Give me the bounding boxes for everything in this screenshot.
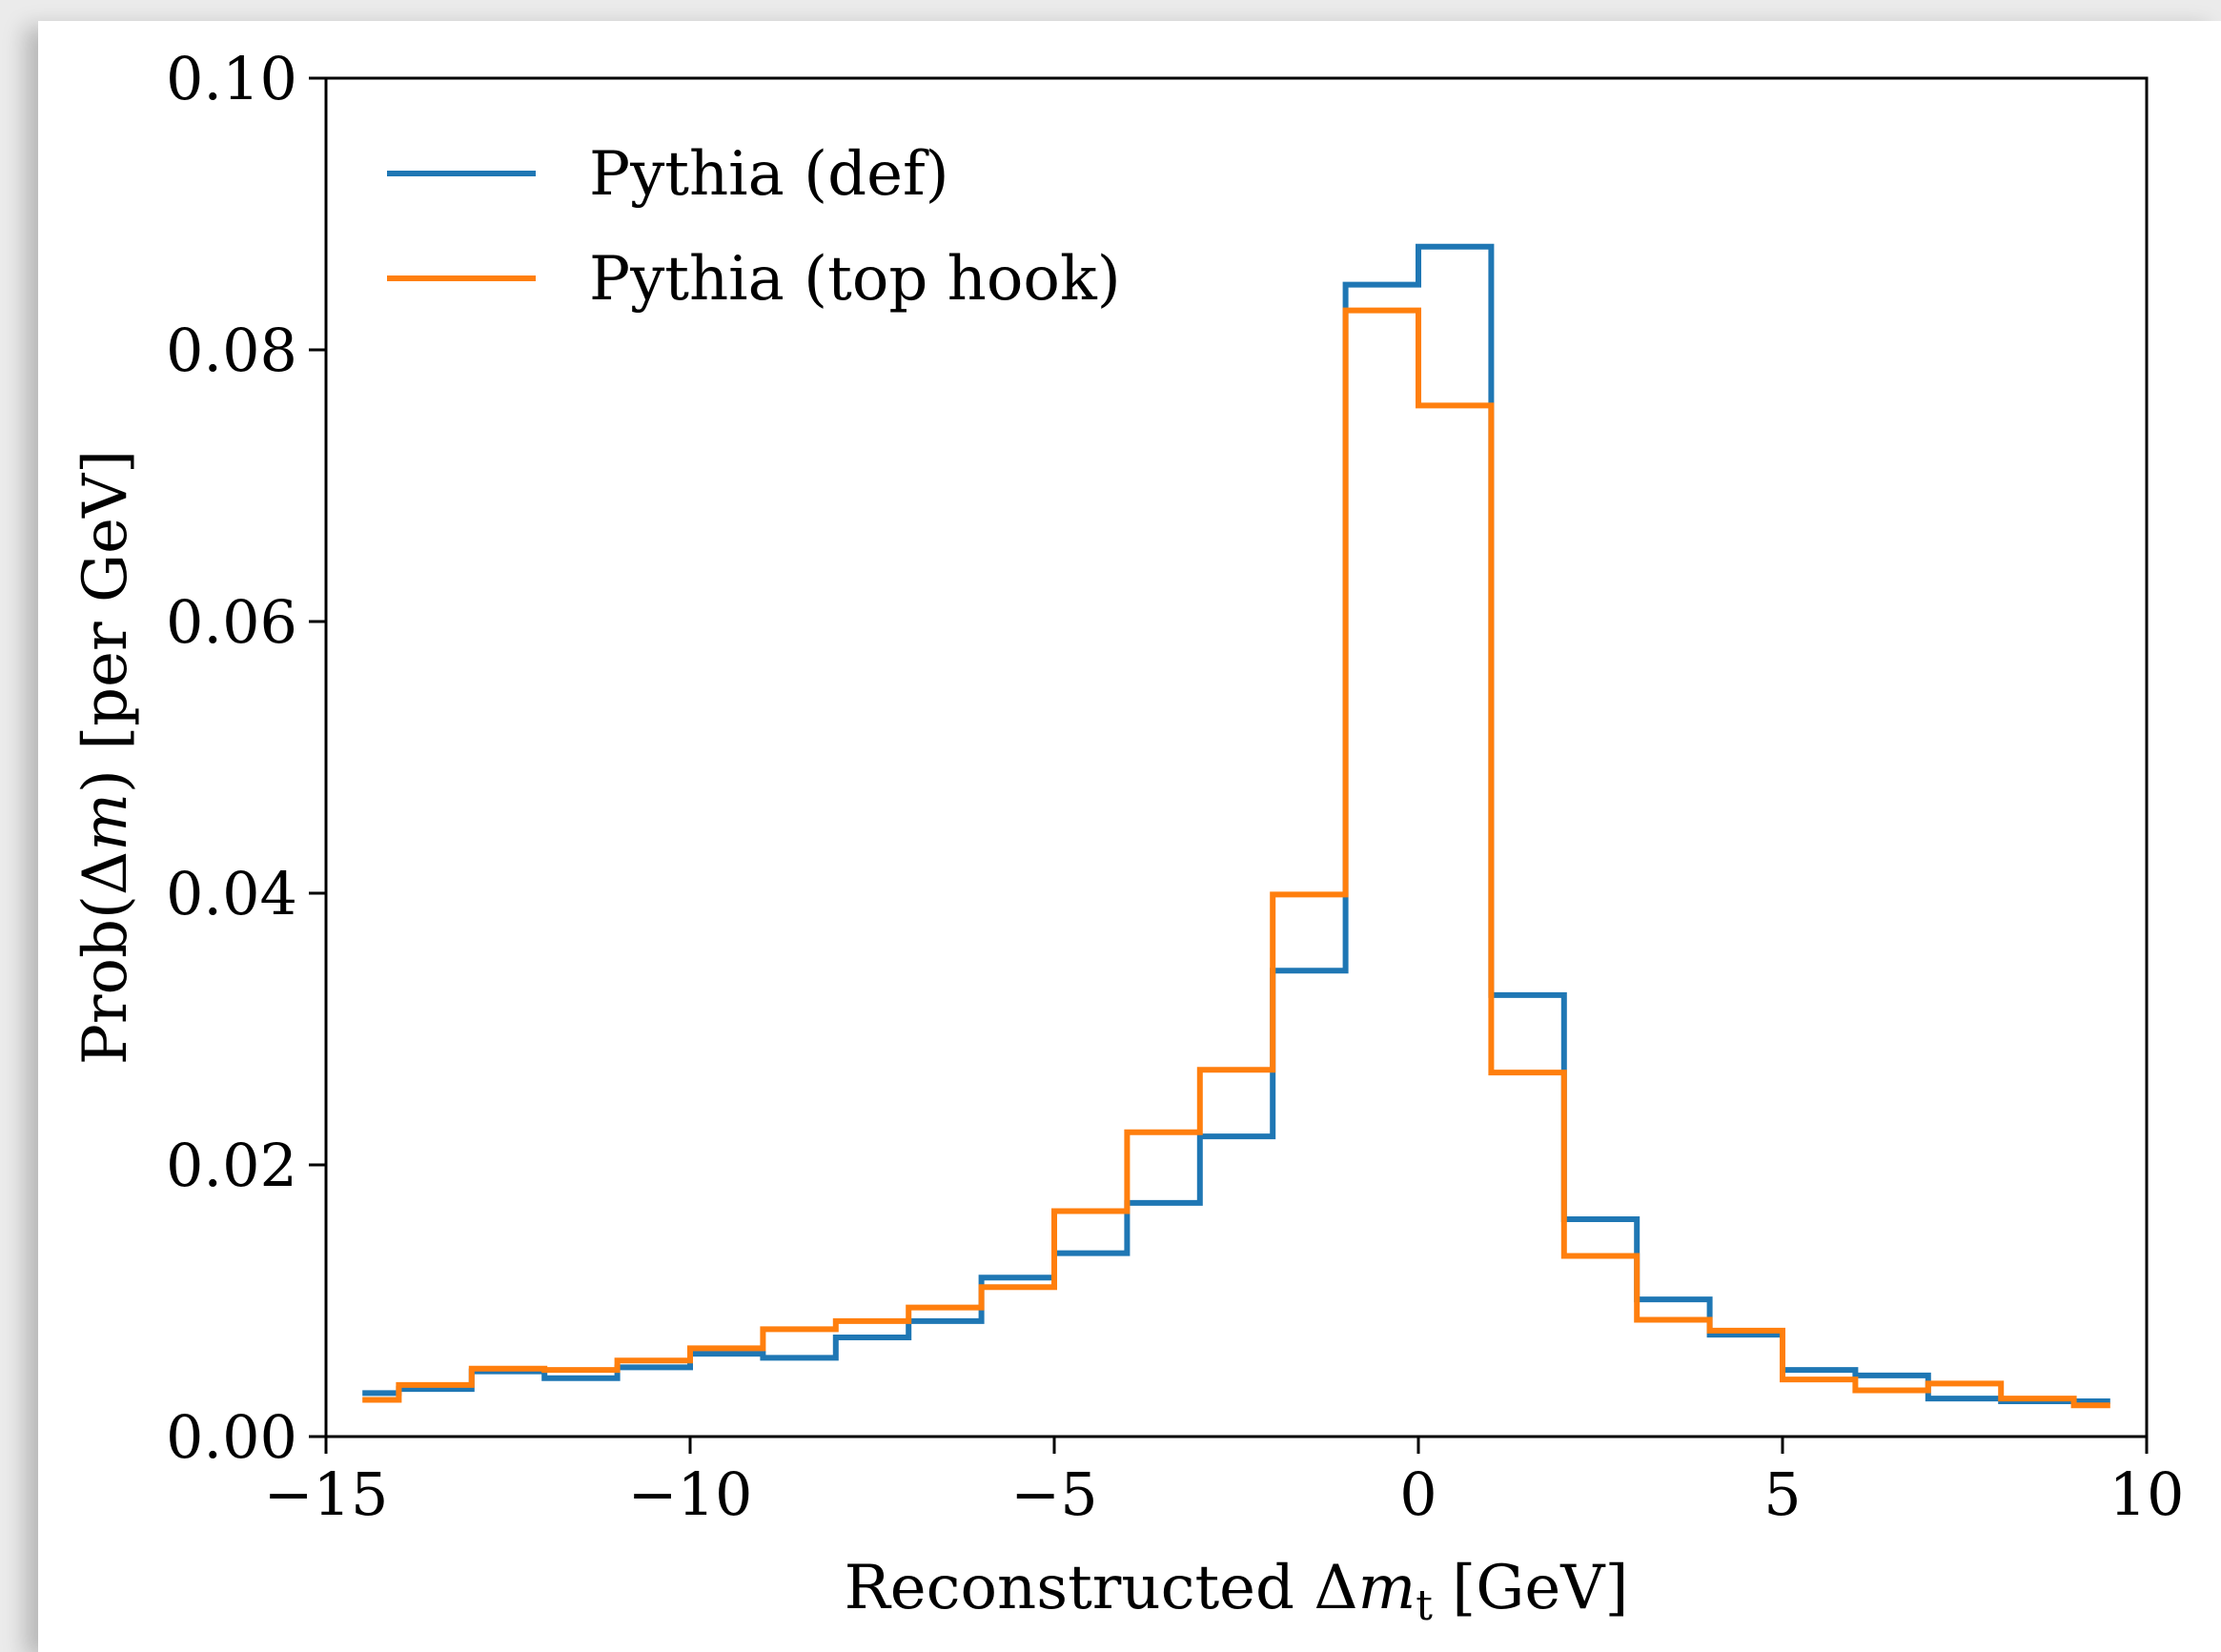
x-tick-label: −15 — [264, 1459, 389, 1529]
y-tick-label: 0.00 — [166, 1402, 297, 1472]
x-axis-title-suffix: [GeV] — [1433, 1553, 1629, 1623]
x-tick-label: 10 — [2109, 1459, 2185, 1529]
x-axis-title: Reconstructed Δmt [GeV] — [845, 1553, 1629, 1630]
plot-frame — [324, 76, 2149, 1438]
ticks-layer: −15 −10 −5 0 5 10 0.00 0.02 0.04 0.06 0.08 0.10 — [166, 44, 2185, 1529]
legend: Pythia (def) Pythia (top hook) — [387, 139, 1121, 315]
y-axis-title-var: m — [71, 793, 141, 851]
x-axis-title-prefix: Reconstructed Δ — [845, 1553, 1358, 1623]
y-axis-title-prefix: Prob(Δ — [71, 851, 141, 1065]
y-axis-title-suffix: ) [per GeV] — [71, 450, 141, 793]
y-tick-label: 0.10 — [166, 44, 297, 113]
y-tick-label: 0.06 — [166, 587, 297, 657]
x-axis-title-subscript: t — [1416, 1581, 1433, 1630]
x-tick-label: 5 — [1763, 1459, 1801, 1529]
series-pythia-top-hook-step — [362, 307, 2110, 1409]
legend-label-pythia-top-hook: Pythia (top hook) — [589, 244, 1121, 315]
x-tick-label: −5 — [1010, 1459, 1097, 1529]
series-pythia-def-step — [362, 243, 2110, 1404]
y-tick-label: 0.04 — [166, 859, 297, 928]
x-tick-label: 0 — [1399, 1459, 1437, 1529]
y-axis-title: Prob(Δm) [per GeV] — [71, 450, 141, 1065]
x-tick-label: −10 — [628, 1459, 753, 1529]
y-tick-label: 0.02 — [166, 1131, 297, 1200]
legend-label-pythia-def: Pythia (def) — [589, 139, 949, 210]
y-tick-label: 0.08 — [166, 316, 297, 385]
series-layer — [362, 243, 2110, 1409]
x-axis-title-var: m — [1358, 1553, 1416, 1623]
